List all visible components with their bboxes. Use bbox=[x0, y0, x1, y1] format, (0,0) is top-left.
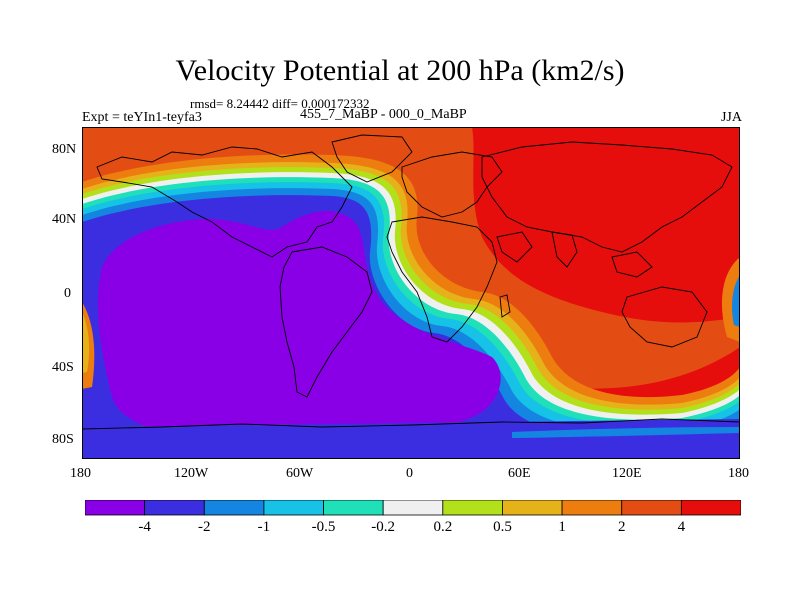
colorbar-swatch-7 bbox=[502, 500, 563, 516]
lat-tick-80n: 80N bbox=[52, 142, 77, 157]
lat-tick-80s: 80S bbox=[52, 432, 74, 447]
field-band-east-wrap-blue bbox=[732, 275, 740, 327]
rmsd-stats: rmsd= 8.24442 diff= 0.000172332 bbox=[190, 96, 370, 111]
lat-tick-40n: 40N bbox=[52, 212, 77, 227]
coastline-europe bbox=[401, 151, 503, 218]
lon-tick-180-east: 180 bbox=[728, 466, 749, 481]
lon-tick-0: 0 bbox=[406, 466, 413, 481]
coastline-madagascar bbox=[499, 294, 511, 318]
coastline-indian-subcontinent bbox=[551, 231, 578, 268]
colorbar-label: 2 bbox=[617, 519, 626, 535]
colorbar-label: -2 bbox=[198, 519, 211, 535]
colorbar-label: -0.5 bbox=[311, 519, 336, 535]
field-band-violet bbox=[97, 210, 501, 443]
lon-tick-60e: 60E bbox=[508, 466, 531, 481]
coastline-arabian-peninsula bbox=[496, 231, 533, 263]
coastline-australia bbox=[621, 286, 708, 348]
colorbar-swatch-4 bbox=[323, 500, 384, 516]
colorbar-swatch-8 bbox=[561, 500, 623, 516]
colorbar-label: -1 bbox=[257, 519, 271, 535]
coastline-africa bbox=[386, 216, 498, 343]
lat-tick-40s: 40S bbox=[52, 360, 74, 375]
lon-tick-120e: 120E bbox=[612, 466, 642, 481]
coastline-north-america bbox=[96, 146, 353, 258]
colorbar bbox=[85, 500, 741, 516]
coastline-antarctica bbox=[82, 418, 740, 430]
lon-tick-120w: 120W bbox=[174, 466, 209, 481]
lon-tick-60w: 60W bbox=[286, 466, 314, 481]
lon-tick-180-west: 180 bbox=[70, 466, 91, 481]
colorbar-label: -4 bbox=[138, 519, 151, 535]
field-band-antarctic-blue bbox=[82, 419, 740, 459]
experiment-label: Expt = teYIn1-teyfa3 bbox=[82, 110, 202, 125]
colorbar-swatch-2 bbox=[203, 500, 265, 516]
season-label: JJA bbox=[720, 110, 742, 125]
map-title: Velocity Potential at 200 hPa (km2/s) bbox=[175, 54, 625, 87]
coastline-greenland bbox=[331, 134, 413, 183]
colorbar-swatch-10 bbox=[680, 500, 741, 516]
colorbar-label: 0.2 bbox=[433, 519, 453, 535]
coastline-asia bbox=[481, 141, 733, 253]
field-band-antarctic-mid-blue bbox=[512, 427, 740, 438]
colorbar-label: 1 bbox=[558, 519, 566, 535]
colorbar-swatch-0 bbox=[85, 500, 146, 516]
colorbar-label: 4 bbox=[677, 519, 686, 535]
coastline-south-america bbox=[279, 246, 373, 398]
colorbar-label: 0.5 bbox=[493, 519, 512, 535]
colorbar-swatch-3 bbox=[263, 500, 324, 516]
colorbar-swatch-6 bbox=[442, 500, 503, 516]
experiment-subtitle: 455_7_MaBP - 000_0_MaBP bbox=[300, 107, 467, 122]
colorbar-swatch-1 bbox=[144, 500, 205, 516]
colorbar-swatch-9 bbox=[621, 500, 682, 516]
velocity-potential-map bbox=[82, 127, 740, 459]
lat-tick-0: 0 bbox=[64, 286, 71, 301]
coastline-southeast-asia bbox=[611, 251, 653, 278]
field-band-west-wrap-amber bbox=[82, 312, 90, 373]
coastline-outlines bbox=[82, 134, 740, 430]
map-frame bbox=[82, 127, 740, 459]
colorbar-label: -0.2 bbox=[371, 519, 396, 535]
colorbar-swatch-5 bbox=[382, 500, 444, 516]
